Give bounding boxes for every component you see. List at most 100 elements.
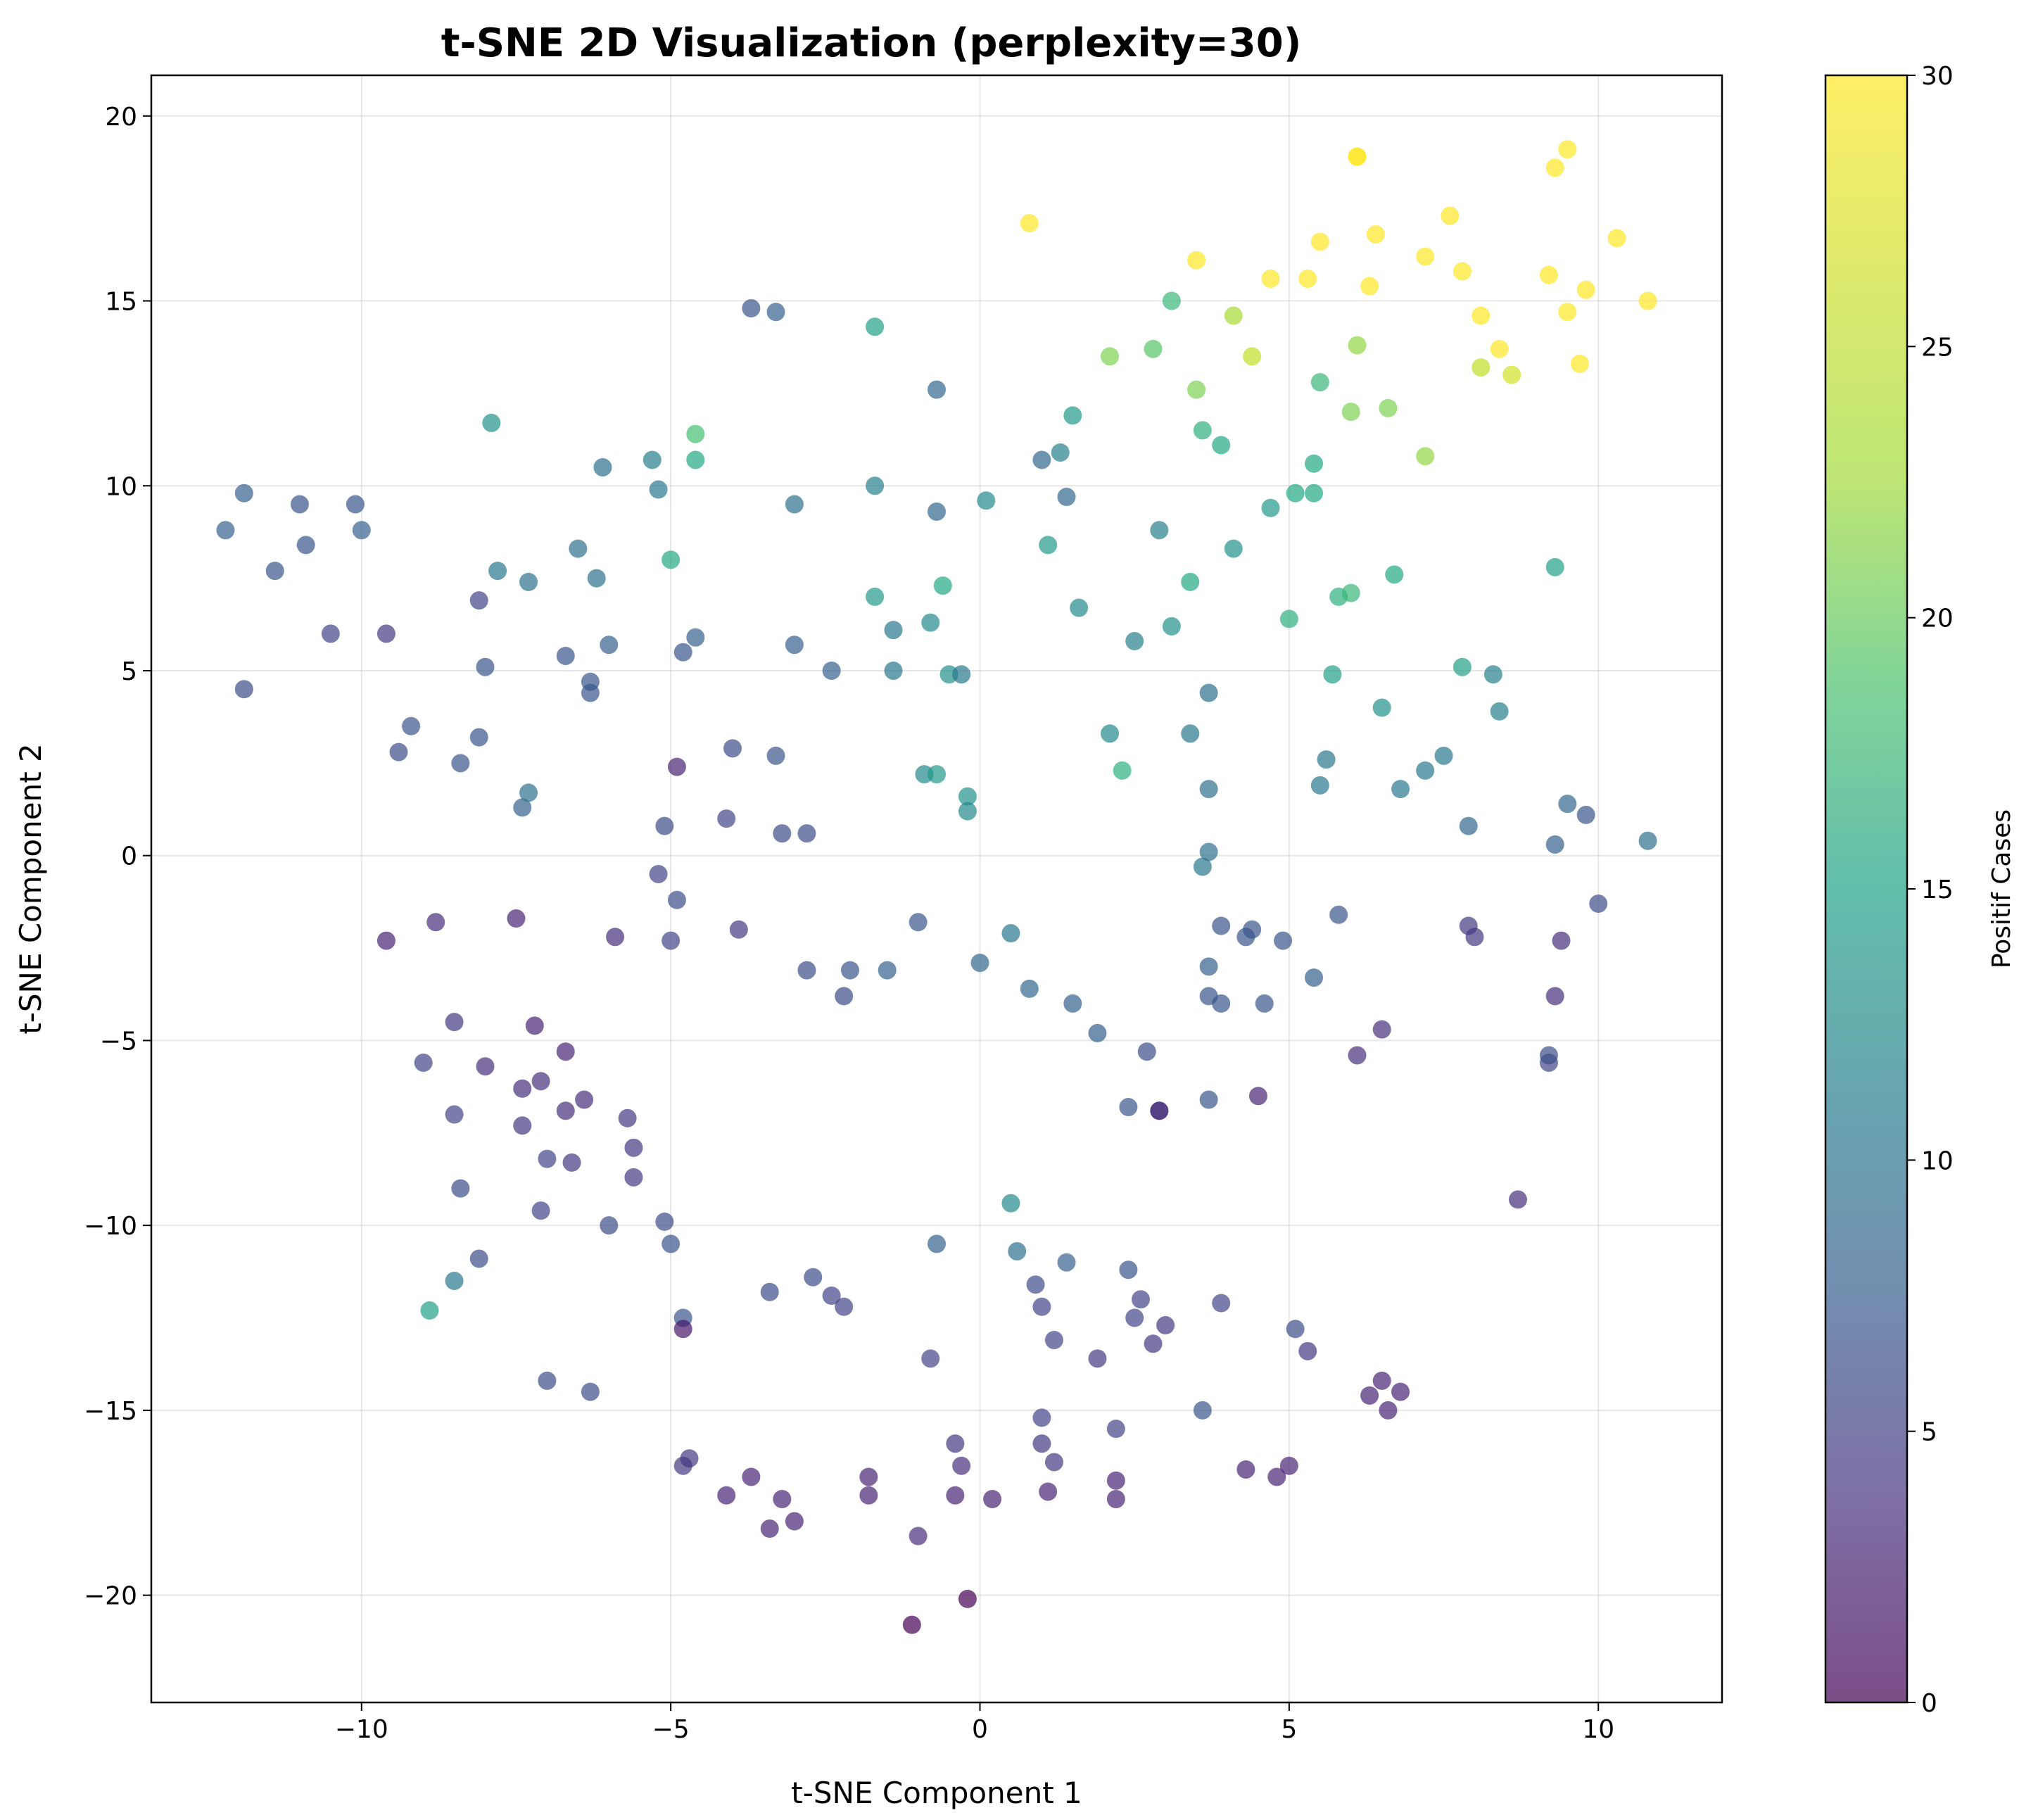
- y-tick-label: −5: [100, 1027, 137, 1056]
- scatter-point: [760, 1519, 779, 1538]
- scatter-point: [1088, 1349, 1107, 1368]
- scatter-point: [1490, 339, 1509, 358]
- scatter-point: [1032, 1408, 1051, 1427]
- y-tick-label: 20: [105, 103, 137, 132]
- scatter-point: [878, 961, 897, 980]
- scatter-point: [1452, 262, 1471, 281]
- x-tick-label: 0: [972, 1715, 988, 1744]
- scatter-point: [1570, 354, 1589, 373]
- scatter-point: [1261, 270, 1280, 288]
- scatter-point: [1341, 403, 1360, 422]
- scatter-point: [1310, 776, 1329, 795]
- y-tick-label: 10: [105, 472, 137, 501]
- colorbar-tick-label: 20: [1921, 605, 1954, 633]
- scatter-point: [624, 1168, 643, 1187]
- y-tick-label: 5: [121, 657, 137, 686]
- scatter-point: [1341, 583, 1360, 602]
- scatter-point: [445, 1105, 464, 1124]
- scatter-point: [519, 783, 538, 802]
- scatter-point: [1119, 1098, 1138, 1117]
- scatter-point: [667, 757, 686, 776]
- x-tick-label: −5: [652, 1715, 690, 1744]
- scatter-point: [290, 495, 309, 514]
- scatter-point: [469, 1249, 488, 1268]
- scatter-point: [1039, 536, 1058, 555]
- scatter-point: [1298, 1341, 1317, 1360]
- scatter-point: [1101, 724, 1120, 743]
- scatter-point: [1070, 598, 1089, 617]
- scatter-point: [451, 754, 470, 773]
- scatter-point: [1150, 1101, 1169, 1120]
- scatter-point: [952, 665, 971, 684]
- scatter-point: [866, 317, 885, 336]
- scatter-point: [531, 1072, 550, 1091]
- scatter-point: [1298, 270, 1317, 288]
- scatter-point: [977, 491, 996, 510]
- scatter-point: [569, 539, 588, 558]
- scatter-point: [928, 503, 946, 522]
- x-tick-label: −10: [335, 1715, 388, 1744]
- scatter-point: [1199, 1090, 1218, 1109]
- scatter-point: [321, 624, 340, 643]
- scatter-point: [1372, 1020, 1391, 1039]
- scatter-point: [1545, 987, 1564, 1006]
- scatter-point: [1144, 1334, 1163, 1353]
- scatter-point: [866, 476, 885, 495]
- scatter-point: [1181, 724, 1200, 743]
- scatter-point: [1471, 358, 1490, 377]
- scatter-point: [835, 1297, 854, 1316]
- scatter-point: [958, 802, 977, 821]
- scatter-point: [1020, 214, 1039, 233]
- scatter-point: [1434, 746, 1453, 765]
- scatter-point: [921, 613, 940, 632]
- scatter-point: [1044, 1331, 1063, 1350]
- scatter-point: [952, 1456, 971, 1475]
- scatter-point: [1360, 277, 1379, 296]
- scatter-point: [1539, 1046, 1558, 1065]
- scatter-point: [513, 1079, 532, 1098]
- scatter-point: [1150, 521, 1169, 540]
- scatter-point: [649, 864, 668, 883]
- scatter-point: [1391, 780, 1410, 799]
- scatter-point: [507, 909, 526, 928]
- scatter-point: [1051, 443, 1070, 462]
- scatter-point: [556, 1042, 575, 1061]
- scatter-point: [785, 495, 804, 514]
- scatter-point: [1360, 1386, 1379, 1405]
- scatter-point: [469, 728, 488, 747]
- grid-lines: [151, 75, 1722, 1702]
- scatter-point: [1199, 842, 1218, 861]
- scatter-point: [859, 1467, 878, 1486]
- scatter-point: [1286, 484, 1305, 503]
- scatter-point: [1137, 1042, 1156, 1061]
- x-tick-label: 5: [1281, 1715, 1297, 1744]
- scatter-point: [717, 1486, 736, 1505]
- scatter-point: [1248, 1087, 1267, 1106]
- scatter-point: [1113, 761, 1132, 780]
- scatter-point: [928, 765, 946, 784]
- scatter-point: [1607, 229, 1626, 248]
- scatter-point: [970, 954, 989, 973]
- scatter-point: [933, 576, 952, 595]
- scatter-point: [1391, 1382, 1410, 1401]
- scatter-point: [766, 746, 785, 765]
- scatter-point: [840, 961, 859, 980]
- scatter-point: [1212, 994, 1231, 1013]
- scatter-point: [1063, 994, 1082, 1013]
- scatter-point: [946, 1434, 965, 1453]
- scatter-point: [1279, 609, 1298, 628]
- scatter-point: [1576, 280, 1595, 299]
- scatter-point: [667, 890, 686, 909]
- scatter-point: [866, 587, 885, 606]
- scatter-point: [1286, 1320, 1305, 1339]
- scatter-point: [376, 624, 395, 643]
- scatter-point: [1106, 1420, 1125, 1439]
- scatter-point: [1125, 1308, 1144, 1327]
- scatter-point: [234, 484, 253, 503]
- scatter-point: [1502, 365, 1521, 384]
- scatter-point: [1101, 347, 1120, 366]
- scatter-point: [618, 1108, 637, 1127]
- scatter-point: [1539, 265, 1558, 284]
- scatter-point: [1348, 147, 1367, 166]
- scatter-point: [1452, 657, 1471, 676]
